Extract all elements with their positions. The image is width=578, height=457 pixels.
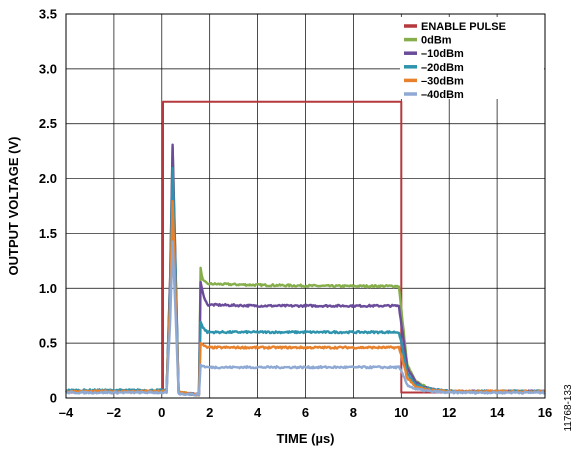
legend: ENABLE PULSE 0dBm–10dBm –20dBm–30dBm –40dBm [400,17,544,101]
x-axis-title: TIME (µs) [276,431,334,446]
series-line [65,240,546,397]
x-tick-label: 6 [302,405,309,420]
x-tick-label: –4 [59,405,74,420]
series-lines [64,100,546,397]
legend-label: –30dBm [421,75,464,87]
y-tick-label: 3.0 [39,61,57,76]
y-tick-label: 2.5 [39,116,57,131]
x-tick-label: 0 [158,405,165,420]
figure-id-label: 11768-133 [563,384,574,432]
y-axis-title: OUTPUT VOLTAGE (V) [6,137,21,276]
legend-label: –10dBm [421,48,464,60]
x-tick-label: 4 [254,405,262,420]
x-tick-label: 16 [538,405,552,420]
y-tick-label: 3.5 [39,7,57,22]
x-tick-label: 12 [442,405,456,420]
y-tick-label: 0 [50,391,57,406]
legend-label: ENABLE PULSE [421,21,506,33]
legend-label: –40dBm [421,89,464,101]
y-tick-label: 1.0 [39,281,57,296]
y-tick-label: 1.5 [39,226,57,241]
x-tick-label: –2 [107,405,121,420]
y-tick-labels: 0 0.5 1.0 1.5 2.0 2.5 3.0 3.5 [39,7,57,406]
x-tick-label: 14 [490,405,505,420]
plot-frame [65,13,546,399]
legend-background [400,17,544,99]
y-tick-label: 0.5 [39,336,57,351]
legend-label: 0dBm [421,35,452,47]
x-tick-labels: –4 –2 0 2 4 6 8 10 12 14 16 [59,405,552,420]
y-tick-label: 2.0 [39,171,57,186]
x-tick-label: 8 [350,405,357,420]
x-tick-label: 10 [394,405,408,420]
x-tick-label: 2 [206,405,213,420]
legend-label: –20dBm [421,62,464,74]
